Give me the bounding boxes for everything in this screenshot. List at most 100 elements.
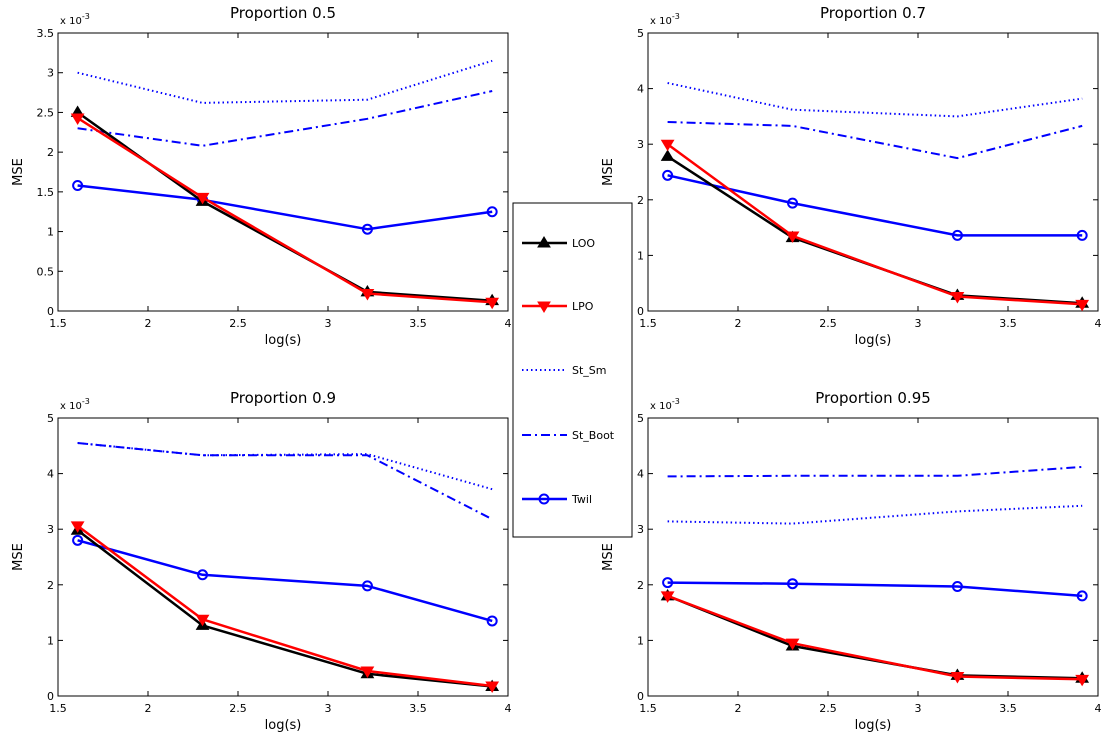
- legend-marker: [537, 301, 551, 313]
- y-tick-label: 1: [47, 226, 54, 239]
- series-line: [77, 442, 493, 491]
- series-lpo: [660, 139, 1090, 312]
- x-tick-label: 2: [145, 317, 152, 330]
- plot-area: [647, 417, 1099, 697]
- y-tick-label: 2: [47, 146, 54, 159]
- series-st-boot: [667, 465, 1083, 478]
- series-line: [667, 594, 1083, 681]
- x-tick-label: 2: [145, 702, 152, 715]
- legend-marker: [537, 236, 551, 248]
- series-st-sm: [667, 504, 1083, 525]
- data-point: [1076, 229, 1088, 241]
- series-line: [77, 539, 493, 623]
- y-tick-label: 4: [637, 83, 644, 96]
- x-tick-label: 3: [915, 317, 922, 330]
- legend-entry-loo: LOO: [522, 236, 595, 250]
- data-point: [662, 169, 674, 181]
- x-tick-label: 3.5: [999, 702, 1017, 715]
- series-lpo: [70, 521, 500, 693]
- plot-area: [647, 32, 1099, 312]
- series-line: [667, 82, 1083, 118]
- data-point: [951, 580, 963, 592]
- data-point: [787, 197, 799, 209]
- y-tick-label: 0: [47, 690, 54, 703]
- series-line: [76, 524, 493, 688]
- x-tick-label: 3.5: [409, 317, 427, 330]
- chart-title: Proportion 0.95: [815, 389, 931, 407]
- chart-title: Proportion 0.7: [820, 4, 926, 22]
- series-lpo: [660, 591, 1090, 687]
- legend-entry-st-sm: St_Sm: [522, 364, 607, 377]
- data-point: [950, 672, 965, 684]
- legend-label: St_Sm: [572, 364, 607, 377]
- x-tick-label: 3: [915, 702, 922, 715]
- legend-label: Twil: [571, 493, 592, 506]
- data-point: [950, 292, 965, 304]
- y-axis-label: MSE: [601, 158, 616, 186]
- y-tick-label: 0.5: [37, 265, 55, 278]
- legend-label: LOO: [572, 237, 595, 250]
- exponent-label: x 10-3: [60, 12, 90, 27]
- x-tick-label: 1.5: [49, 317, 67, 330]
- series-twil: [72, 534, 498, 627]
- data-point: [660, 139, 675, 152]
- subplot-4: 1.5 2 2.5 3 3.5 4 0 1 2 3 4 5 x 10-3 Proportion 0.95 l…: [601, 389, 1102, 733]
- x-tick-label: 2.5: [819, 702, 837, 715]
- x-tick-label: 1.5: [49, 702, 67, 715]
- data-point: [486, 615, 498, 627]
- exponent-label: x 10-3: [60, 397, 90, 412]
- y-tick-label: 1: [637, 249, 644, 262]
- y-tick-label: 0: [47, 305, 54, 318]
- series-line: [666, 143, 1083, 306]
- x-tick-label: 4: [505, 702, 512, 715]
- legend-box: [512, 202, 633, 538]
- data-point: [486, 206, 498, 218]
- legend-label: St_Boot: [572, 429, 615, 442]
- y-axis-label: MSE: [11, 158, 26, 186]
- y-tick-label: 1: [47, 634, 54, 647]
- data-point: [361, 223, 373, 235]
- y-tick-label: 4: [47, 468, 54, 481]
- data-point: [1075, 674, 1090, 687]
- subplot-3: 1.5 2 2.5 3 3.5 4 0 1 2 3 4 5 x 10-3 Proportion 0.9 lo…: [11, 389, 512, 733]
- x-tick-label: 3: [325, 702, 332, 715]
- data-point: [361, 580, 373, 592]
- data-point: [660, 149, 675, 161]
- x-axis-label: log(s): [855, 333, 892, 348]
- data-point: [72, 180, 84, 192]
- x-tick-label: 3: [325, 317, 332, 330]
- x-tick-label: 2.5: [229, 317, 247, 330]
- chart-title: Proportion 0.9: [230, 389, 336, 407]
- y-tick-label: 2: [47, 579, 54, 592]
- legend-entry-st-boot: St_Boot: [522, 429, 615, 442]
- subplot-1: 1.5 2 2.5 3 3.5 4 0 0.5 1 1.5 2 2.5 3 3.5 x 10-3 Propor…: [11, 4, 512, 348]
- y-tick-label: 3: [47, 523, 54, 536]
- y-tick-label: 3: [47, 67, 54, 80]
- plot-area: [57, 32, 509, 312]
- data-point: [70, 113, 85, 125]
- series-line: [667, 465, 1083, 478]
- data-point: [360, 289, 375, 301]
- series-st-boot: [77, 90, 493, 147]
- series-line: [77, 442, 493, 521]
- legend: LOO LPO St_Sm St_Boot Twil: [512, 202, 633, 538]
- data-point: [787, 578, 799, 590]
- legend-entry-twil: Twil: [522, 493, 592, 506]
- data-point: [951, 229, 963, 241]
- data-point: [195, 614, 210, 627]
- data-point: [785, 638, 800, 651]
- data-point: [195, 192, 210, 205]
- x-axis-label: log(s): [265, 333, 302, 348]
- data-point: [662, 577, 674, 589]
- y-tick-label: 2: [637, 579, 644, 592]
- x-tick-label: 2: [735, 317, 742, 330]
- x-tick-label: 1.5: [639, 702, 657, 715]
- data-point: [70, 521, 85, 533]
- data-point: [1076, 590, 1088, 602]
- subplot-2: 1.5 2 2.5 3 3.5 4 0 1 2 3 4 5 x 10-3 Proportion 0.7 lo…: [601, 4, 1102, 348]
- series-line: [667, 504, 1083, 525]
- x-tick-label: 4: [505, 317, 512, 330]
- data-point: [72, 534, 84, 546]
- data-point: [660, 591, 675, 603]
